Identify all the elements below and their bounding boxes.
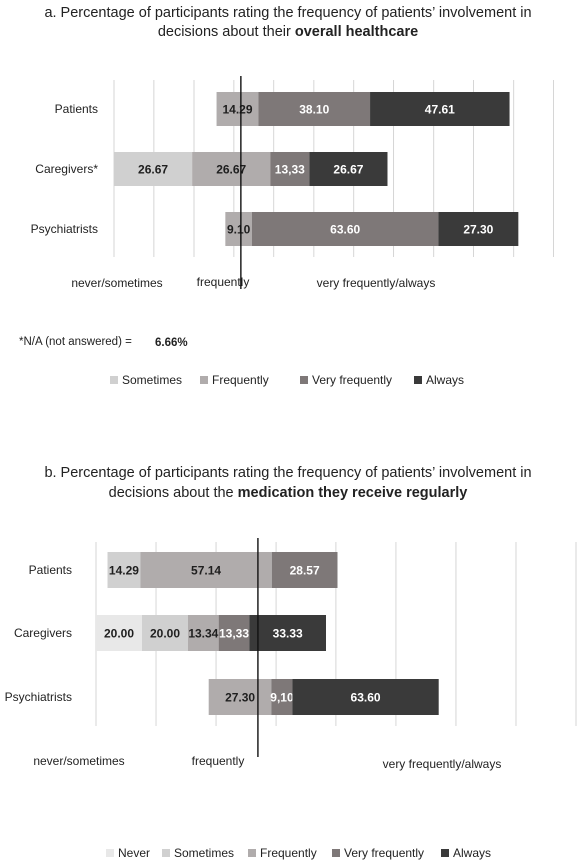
legend-label-frequently: Frequently [260, 846, 317, 860]
category-label-patients: Patients [29, 563, 72, 577]
bar-patients-very-frequently [258, 92, 371, 126]
panel-b-title-bold: medication they receive regularly [238, 485, 468, 501]
bar-patients-always [370, 92, 510, 126]
legend-label-sometimes: Sometimes [122, 373, 182, 387]
data-label-patients-always: 47.61 [425, 103, 455, 117]
bar-caregivers-frequently [192, 152, 271, 186]
legend-swatch-very-frequently [332, 849, 340, 857]
data-label-caregivers-frequently: 26.67 [216, 163, 246, 177]
panel-a-axis-label-frequently: frequently [197, 275, 250, 289]
legend-label-frequently: Frequently [212, 373, 269, 387]
bar-psychiatrists-very-frequently [252, 212, 439, 246]
panel-b-bars: Patients 14.29 57.14 28.57 Caregivers 20.00 20… [5, 552, 439, 715]
category-label-psychiatrists: Psychiatrists [31, 222, 98, 236]
category-label-caregivers: Caregivers [14, 626, 72, 640]
bar-caregivers-always [309, 152, 388, 186]
bar-caregivers-sometimes [142, 615, 188, 651]
data-label-caregivers-always: 26.67 [333, 163, 363, 177]
data-label-psychiatrists-frequently: 27.30 [225, 691, 255, 705]
panel-a-bars: Patients 14.29 38.10 47.61 Caregivers* 26.67 2… [31, 92, 519, 246]
panel-b-legend: Never Sometimes Frequently Very frequently A… [106, 846, 491, 860]
legend-swatch-very-frequently [300, 376, 308, 384]
panel-a-axis-label-never-sometimes: never/sometimes [71, 276, 162, 290]
category-label-caregivers: Caregivers* [35, 162, 98, 176]
panel-b-title-line1: b. Percentage of participants rating the… [44, 465, 531, 481]
legend-swatch-sometimes [162, 849, 170, 857]
panel-a: a. Percentage of participants rating the… [19, 5, 554, 387]
data-label-psychiatrists-always: 27.30 [463, 223, 493, 237]
panel-a-title-bold: overall healthcare [295, 24, 418, 40]
legend-label-always: Always [426, 373, 464, 387]
bar-psychiatrists-very-frequently [271, 679, 293, 715]
data-label-caregivers-never: 20.00 [104, 627, 134, 641]
panel-b-axis-label-never-sometimes: never/sometimes [33, 754, 124, 768]
legend-swatch-always [441, 849, 449, 857]
panel-a-title-line2: decisions about their overall healthcare [158, 24, 418, 40]
data-label-psychiatrists-frequently: 9.10 [227, 223, 251, 237]
panel-a-note-value: 6.66% [155, 337, 188, 349]
legend-swatch-always [414, 376, 422, 384]
bar-caregivers-very-frequently [270, 152, 310, 186]
legend-swatch-never [106, 849, 114, 857]
panel-a-legend: Sometimes Frequently Very frequently Always [110, 373, 464, 387]
data-label-caregivers-frequently: 13.34 [188, 627, 218, 641]
bar-patients-sometimes [107, 552, 141, 588]
panel-b-axis-label-frequently: frequently [192, 754, 245, 768]
data-label-caregivers-always: 33.33 [273, 627, 303, 641]
legend-label-very-frequently: Very frequently [344, 846, 424, 860]
panel-a-title-line1: a. Percentage of participants rating the… [44, 5, 531, 21]
data-label-caregivers-very-frequently: 13,33 [275, 163, 305, 177]
category-label-psychiatrists: Psychiatrists [5, 690, 72, 704]
bar-caregivers-frequently [188, 615, 219, 651]
bar-caregivers-very-frequently [218, 615, 250, 651]
data-label-patients-very-frequently: 38.10 [299, 103, 329, 117]
bar-caregivers-never [96, 615, 142, 651]
bar-patients-very-frequently [271, 552, 338, 588]
bar-psychiatrists-frequently [208, 679, 272, 715]
panel-a-axis-label-very-frequently-always: very frequently/always [317, 276, 436, 290]
category-label-patients: Patients [55, 102, 98, 116]
data-label-psychiatrists-very-frequently: 9,10 [270, 691, 294, 705]
data-label-psychiatrists-always: 63.60 [351, 691, 381, 705]
data-label-patients-frequently: 57.14 [191, 564, 221, 578]
panel-b-axis-label-very-frequently-always: very frequently/always [383, 757, 502, 771]
panel-b-title-line2: decisions about the medication they rece… [109, 485, 468, 501]
bar-caregivers-always [249, 615, 326, 651]
legend-swatch-frequently [248, 849, 256, 857]
data-label-caregivers-sometimes: 26.67 [138, 163, 168, 177]
bar-caregivers-sometimes [114, 152, 193, 186]
data-label-patients-sometimes: 14.29 [109, 564, 139, 578]
bar-psychiatrists-always [438, 212, 519, 246]
data-label-patients-very-frequently: 28.57 [290, 564, 320, 578]
legend-label-very-frequently: Very frequently [312, 373, 392, 387]
bar-patients-frequently [140, 552, 272, 588]
data-label-caregivers-very-frequently: 13,33 [219, 627, 249, 641]
data-label-caregivers-sometimes: 20.00 [150, 627, 180, 641]
bar-psychiatrists-frequently [225, 212, 253, 246]
bar-psychiatrists-always [292, 679, 439, 715]
legend-label-never: Never [118, 846, 150, 860]
legend-swatch-frequently [200, 376, 208, 384]
panel-b-title-rest: decisions about the [109, 485, 238, 501]
panel-a-title-rest: decisions about their [158, 24, 295, 40]
bar-patients-frequently [216, 92, 259, 126]
legend-label-sometimes: Sometimes [174, 846, 234, 860]
data-label-psychiatrists-very-frequently: 63.60 [330, 223, 360, 237]
panel-a-note-label: *N/A (not answered) = [19, 336, 132, 348]
legend-swatch-sometimes [110, 376, 118, 384]
panel-b: b. Percentage of participants rating the… [5, 465, 577, 860]
data-label-patients-frequently: 14.29 [222, 103, 252, 117]
legend-label-always: Always [453, 846, 491, 860]
